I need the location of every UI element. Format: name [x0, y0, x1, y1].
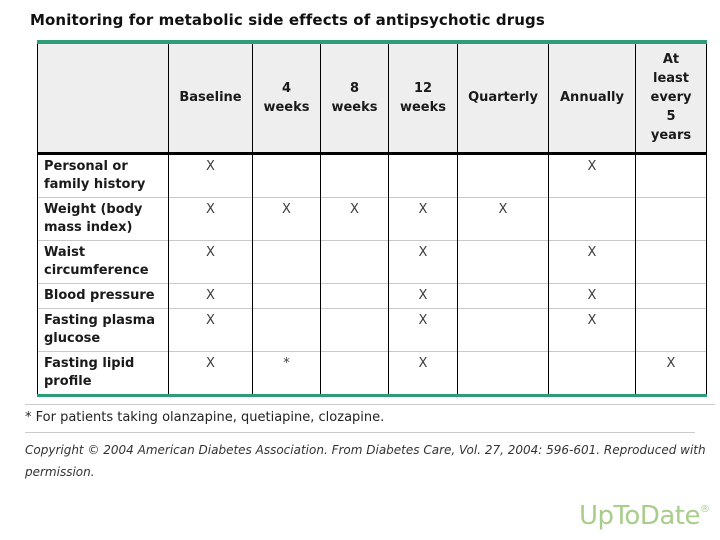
- column-header: 12 weeks: [388, 42, 458, 155]
- page-title: Monitoring for metabolic side effects of…: [30, 11, 545, 29]
- table-cell: [457, 351, 549, 395]
- table-cell: [548, 351, 636, 395]
- table-cell: [457, 283, 549, 308]
- column-header: Baseline: [168, 42, 253, 155]
- row-label: Personal or family history: [37, 153, 169, 197]
- table-cell: X: [320, 197, 389, 240]
- table-cell: X: [457, 197, 549, 240]
- table-cell: [320, 240, 389, 283]
- table-cell: X: [635, 351, 707, 395]
- table-cell: [635, 283, 707, 308]
- column-header: At least every 5 years: [635, 42, 707, 155]
- column-header: 8 weeks: [320, 42, 389, 155]
- table-cell: X: [548, 240, 636, 283]
- table-row: Fasting lipid profile X * X X: [37, 351, 707, 395]
- table-cell: X: [548, 283, 636, 308]
- row-label: Fasting lipid profile: [37, 351, 169, 395]
- monitoring-table: Baseline 4 weeks 8 weeks 12 weeks Quarterly A…: [37, 40, 707, 397]
- table-cell: [457, 153, 549, 197]
- column-header: 4 weeks: [252, 42, 321, 155]
- table-cell: [320, 283, 389, 308]
- table-cell: [320, 308, 389, 351]
- table-cell: [457, 240, 549, 283]
- table-body: Personal or family history X X Weight (body…: [37, 153, 707, 395]
- uptodate-logo: UpToDate®: [579, 501, 710, 531]
- row-label: Blood pressure: [37, 283, 169, 308]
- table-row: Blood pressure X X X: [37, 283, 707, 308]
- table-cell: [252, 308, 321, 351]
- table-cell: X: [168, 197, 253, 240]
- row-label-column-header: [37, 42, 169, 155]
- table-cell: [635, 153, 707, 197]
- table-cell: X: [168, 283, 253, 308]
- asterisk-footnote: * For patients taking olanzapine, quetia…: [25, 410, 385, 425]
- footnote-divider: [25, 404, 715, 405]
- header-row: Baseline 4 weeks 8 weeks 12 weeks Quarterly A…: [37, 42, 707, 155]
- table-cell: [457, 308, 549, 351]
- table-cell: [252, 240, 321, 283]
- table-cell: X: [168, 240, 253, 283]
- row-label: Waist circumference: [37, 240, 169, 283]
- table-cell: [548, 197, 636, 240]
- table-row: Personal or family history X X: [37, 153, 707, 197]
- table-cell: X: [548, 308, 636, 351]
- table-cell: X: [388, 197, 458, 240]
- table-cell: [320, 351, 389, 395]
- table-cell: X: [388, 351, 458, 395]
- table-cell: X: [388, 308, 458, 351]
- registered-trademark-icon: ®: [700, 504, 710, 515]
- table-row: Fasting plasma glucose X X X: [37, 308, 707, 351]
- copyright-divider: [25, 432, 695, 433]
- table-cell: X: [168, 351, 253, 395]
- row-label: Weight (body mass index): [37, 197, 169, 240]
- table-cell: [252, 283, 321, 308]
- table-row: Waist circumference X X X: [37, 240, 707, 283]
- column-header: Quarterly: [457, 42, 549, 155]
- table-cell: X: [548, 153, 636, 197]
- table-cell: [635, 308, 707, 351]
- table-cell: [635, 240, 707, 283]
- table-cell: X: [388, 240, 458, 283]
- copyright-notice: Copyright © 2004 American Diabetes Assoc…: [25, 443, 706, 479]
- table-cell: [635, 197, 707, 240]
- uptodate-logo-text: UpToDate: [578, 501, 701, 531]
- table-cell: [320, 153, 389, 197]
- table-cell: X: [388, 283, 458, 308]
- table-cell: *: [252, 351, 321, 395]
- table-cell: X: [252, 197, 321, 240]
- column-header: Annually: [548, 42, 636, 155]
- table-cell: X: [168, 153, 253, 197]
- row-label: Fasting plasma glucose: [37, 308, 169, 351]
- table-cell: X: [168, 308, 253, 351]
- table-cell: [252, 153, 321, 197]
- table-cell: [388, 153, 458, 197]
- table-row: Weight (body mass index) X X X X X: [37, 197, 707, 240]
